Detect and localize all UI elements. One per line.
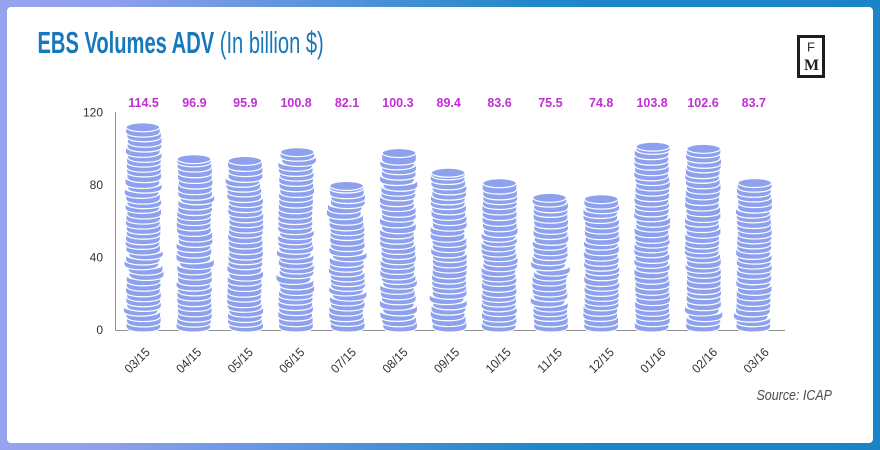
svg-text:11/15: 11/15 xyxy=(535,345,566,376)
svg-text:83.6: 83.6 xyxy=(487,96,511,110)
svg-text:05/15: 05/15 xyxy=(225,345,256,376)
svg-text:95.9: 95.9 xyxy=(233,96,257,110)
svg-text:100.8: 100.8 xyxy=(280,96,311,110)
svg-text:07/15: 07/15 xyxy=(328,345,359,376)
svg-text:10/15: 10/15 xyxy=(483,345,514,376)
svg-text:03/15: 03/15 xyxy=(122,345,153,376)
svg-text:89.4: 89.4 xyxy=(437,96,461,110)
svg-text:102.6: 102.6 xyxy=(687,96,718,110)
svg-text:06/15: 06/15 xyxy=(276,345,307,376)
svg-text:M: M xyxy=(804,57,819,74)
svg-text:103.8: 103.8 xyxy=(636,96,667,110)
svg-text:83.7: 83.7 xyxy=(742,96,766,110)
svg-text:F: F xyxy=(807,40,815,55)
svg-text:114.5: 114.5 xyxy=(128,96,159,110)
svg-text:80: 80 xyxy=(90,178,104,192)
svg-text:40: 40 xyxy=(90,250,104,264)
svg-text:96.9: 96.9 xyxy=(182,96,206,110)
svg-text:04/15: 04/15 xyxy=(173,345,204,376)
svg-text:Source: ICAP: Source: ICAP xyxy=(756,387,832,403)
svg-text:03/16: 03/16 xyxy=(741,345,772,376)
svg-text:100.3: 100.3 xyxy=(382,96,413,110)
svg-text:12/15: 12/15 xyxy=(586,345,617,376)
svg-text:01/16: 01/16 xyxy=(637,345,668,376)
svg-text:EBS Volumes ADV (In billion $): EBS Volumes ADV (In billion $) xyxy=(38,27,324,60)
svg-text:82.1: 82.1 xyxy=(335,96,359,110)
svg-text:0: 0 xyxy=(96,323,103,337)
svg-text:75.5: 75.5 xyxy=(538,96,562,110)
svg-text:02/16: 02/16 xyxy=(689,345,720,376)
svg-text:09/15: 09/15 xyxy=(431,345,462,376)
svg-text:120: 120 xyxy=(83,106,103,120)
svg-text:74.8: 74.8 xyxy=(589,96,613,110)
svg-text:08/15: 08/15 xyxy=(380,345,411,376)
